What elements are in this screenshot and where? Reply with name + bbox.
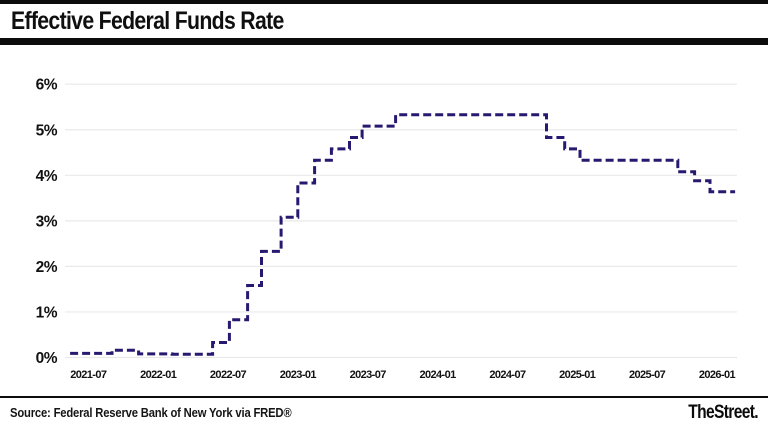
x-axis-tick-label: 2023-07 xyxy=(350,369,387,381)
y-axis-tick-label: 1% xyxy=(36,304,58,321)
effr-step-line xyxy=(70,113,736,356)
x-axis-tick-label: 2023-01 xyxy=(280,369,317,381)
y-axis-tick-label: 0% xyxy=(36,350,58,367)
y-axis-tick-label: 4% xyxy=(36,168,58,185)
header-divider-bar xyxy=(0,38,768,45)
x-axis-tick-label: 2022-07 xyxy=(210,369,247,381)
x-axis-tick-label: 2024-01 xyxy=(419,369,456,381)
chart-title: Effective Federal Funds Rate xyxy=(11,6,284,35)
y-axis-tick-label: 5% xyxy=(36,122,58,139)
y-axis-tick-label: 2% xyxy=(36,259,58,276)
source-attribution: Source: Federal Reserve Bank of New York… xyxy=(10,406,292,420)
y-axis-tick-label: 3% xyxy=(36,213,58,230)
fed-funds-rate-chart: 0% 1% 2% 3% 4% 5% 6% 2021-07 2022-01 2022-07 2023-… xyxy=(36,77,737,381)
x-axis-tick-label: 2022-01 xyxy=(140,369,177,381)
footer-divider xyxy=(0,396,768,398)
chart-area: 0% 1% 2% 3% 4% 5% 6% 2021-07 2022-01 2022-07 2023-… xyxy=(0,45,768,396)
x-axis-tick-label: 2025-01 xyxy=(559,369,596,381)
chart-header: Effective Federal Funds Rate xyxy=(0,4,768,38)
x-axis-tick-label: 2026-01 xyxy=(699,369,736,381)
y-axis-tick-label: 6% xyxy=(36,77,58,94)
thestreet-logo: TheStreet. xyxy=(688,402,758,423)
top-border-bar xyxy=(0,0,768,4)
x-axis-tick-label: 2025-07 xyxy=(629,369,666,381)
chart-footer: Source: Federal Reserve Bank of New York… xyxy=(0,398,768,432)
x-axis-tick-label: 2021-07 xyxy=(70,369,107,381)
x-axis-tick-label: 2024-07 xyxy=(489,369,526,381)
